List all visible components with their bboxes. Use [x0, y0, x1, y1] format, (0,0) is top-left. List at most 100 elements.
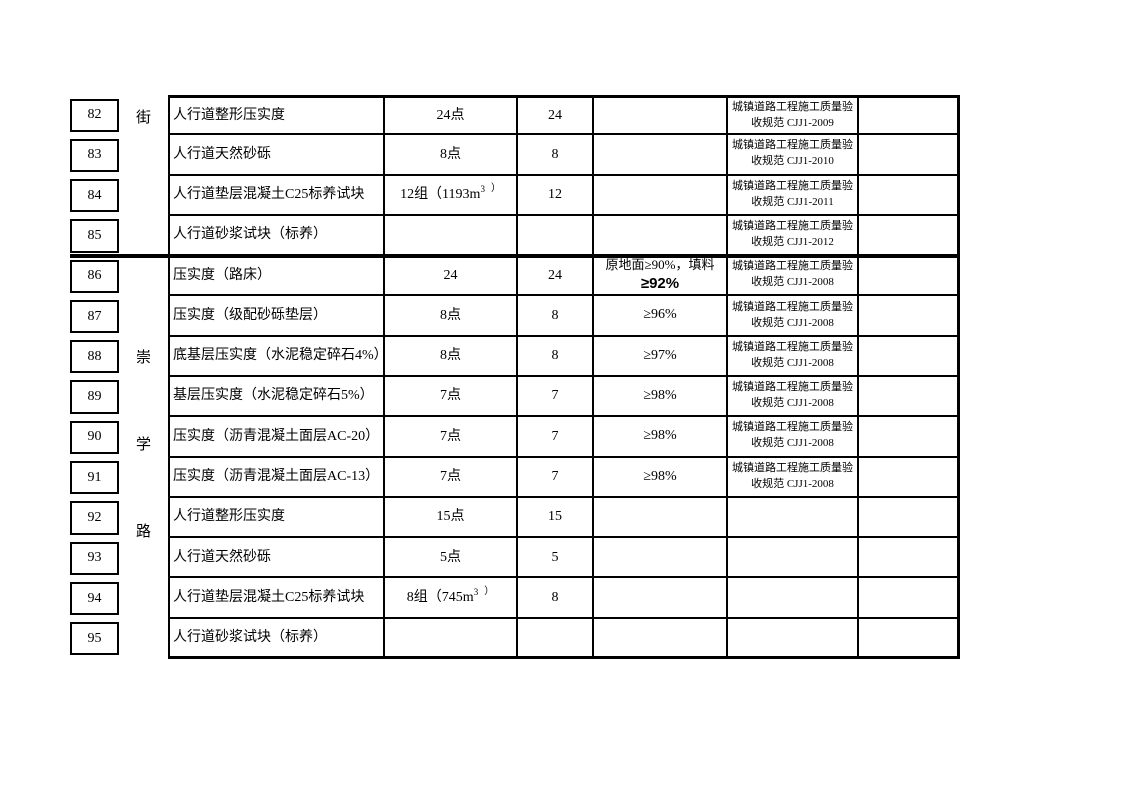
standard-cell: 城镇道路工程施工质量验 收规范 CJJ1-2008: [728, 457, 859, 498]
street-name-char: 学: [135, 437, 151, 454]
requirement-cell: ≥98%: [594, 457, 728, 498]
standard-line2: 收规范 CJJ1-2008: [751, 437, 834, 450]
standard-line2: 收规范 CJJ1-2008: [751, 477, 834, 490]
row-number-cell: 95: [70, 619, 119, 659]
remarks-cell: [859, 538, 960, 579]
remarks-cell: [859, 618, 960, 659]
standard-cell: 城镇道路工程施工质量验 收规范 CJJ1-2008: [728, 256, 859, 297]
standard-line1: 城镇道路工程施工质量验: [732, 340, 853, 353]
requirement-cell: [594, 175, 728, 216]
street-name-char: 崇: [135, 350, 151, 367]
row-number-box: 91: [70, 461, 119, 495]
row-number-box: 88: [70, 340, 119, 374]
item-name-cell: 人行道天然砂砾: [170, 135, 385, 176]
row-number-cell: 94: [70, 578, 119, 618]
remarks-cell: [859, 95, 960, 136]
requirement-cell: [594, 618, 728, 659]
requirement-line1: 原地面≥90%，填料: [605, 257, 715, 273]
sample-points-cell: [385, 215, 518, 257]
item-name-cell: 底基层压实度（水泥稳定碎石4%）: [170, 336, 388, 377]
row-number-cell: 93: [70, 538, 119, 578]
row-number-box: 94: [70, 581, 119, 616]
standard-line1: 城镇道路工程施工质量验: [732, 461, 853, 474]
points-close-paren: ）: [484, 586, 495, 598]
remarks-cell: [859, 376, 960, 418]
standard-line1: 城镇道路工程施工质量验: [732, 139, 853, 152]
row-number-box: 84: [70, 179, 119, 213]
standard-line2: 收规范 CJJ1-2008: [751, 316, 834, 329]
sample-points-cell: 8点: [385, 135, 518, 176]
row-number-cell: 85: [70, 216, 119, 256]
street-name-char: 路: [135, 524, 151, 541]
item-name-cell: 人行道整形压实度: [170, 95, 385, 136]
sample-points-cell: 8点: [385, 296, 518, 337]
remarks-cell: [859, 175, 960, 216]
sample-points-cell: 5点: [385, 538, 518, 579]
row-number-cell: 88: [70, 337, 119, 377]
standard-line2: 收规范 CJJ1-2010: [751, 155, 834, 168]
remarks-cell: [859, 417, 960, 458]
count-cell: 8: [518, 336, 594, 377]
count-cell: 7: [518, 376, 594, 418]
count-cell: 24: [518, 95, 594, 136]
row-number-cell: 82: [70, 95, 119, 135]
points-text: 8组（745m: [406, 589, 474, 605]
requirement-cell: ≥97%: [594, 336, 728, 377]
count-cell: 8: [518, 135, 594, 176]
points-superscript: 3: [480, 184, 485, 195]
item-name-cell: 压实度（沥青混凝土面层AC-20）: [170, 417, 385, 458]
count-cell: [518, 618, 594, 659]
row-number-cell: 84: [70, 176, 119, 216]
points-close-paren: ）: [490, 183, 501, 195]
sample-points-cell: [385, 618, 518, 659]
requirement-cell: 原地面≥90%，填料 ≥92%: [594, 256, 728, 297]
count-cell: 15: [518, 497, 594, 539]
count-cell: 8: [518, 578, 594, 619]
standard-line1: 城镇道路工程施工质量验: [732, 300, 853, 313]
standard-line2: 收规范 CJJ1-2008: [751, 397, 834, 410]
item-name-cell: 人行道天然砂砾: [170, 538, 385, 579]
standard-line1: 城镇道路工程施工质量验: [732, 260, 853, 273]
requirement-cell: [594, 497, 728, 539]
points-superscript: 3: [473, 586, 479, 597]
row-number-box: 90: [70, 420, 119, 455]
row-number-cell: 91: [70, 458, 119, 498]
count-cell: 5: [518, 538, 594, 579]
sample-points-cell: 24: [385, 256, 518, 297]
row-number-box: 82: [70, 98, 119, 132]
standard-line2: 收规范 CJJ1-2008: [751, 276, 834, 289]
sample-points-cell: 24点: [385, 95, 518, 136]
sample-points-cell: 7点: [385, 417, 518, 458]
remarks-cell: [859, 497, 960, 539]
street-name-cell: 街: [119, 95, 170, 257]
requirement-cell: ≥98%: [594, 417, 728, 458]
standard-cell: 城镇道路工程施工质量验 收规范 CJJ1-2008: [728, 336, 859, 377]
count-cell: 24: [518, 256, 594, 297]
standard-line1: 城镇道路工程施工质量验: [732, 100, 853, 113]
count-cell: [518, 215, 594, 257]
item-name-cell: 压实度（路床）: [170, 256, 385, 297]
standard-cell: 城镇道路工程施工质量验 收规范 CJJ1-2011: [728, 175, 859, 216]
inspection-table-grid: 82 人行道整形压实度 24点 24 城镇道路工程施工质量验 收规范 CJJ1-2009 8…: [70, 95, 960, 659]
standard-cell: 城镇道路工程施工质量验 收规范 CJJ1-2008: [728, 296, 859, 337]
standard-cell: 城镇道路工程施工质量验 收规范 CJJ1-2012: [728, 215, 859, 257]
remarks-cell: [859, 135, 960, 176]
item-name-cell: 压实度（级配砂砾垫层）: [170, 296, 385, 337]
remarks-cell: [859, 457, 960, 498]
requirement-cell: [594, 95, 728, 136]
row-number-cell: 90: [70, 417, 119, 457]
standard-line1: 城镇道路工程施工质量验: [732, 179, 853, 192]
standard-line2: 收规范 CJJ1-2008: [751, 356, 834, 369]
street-name-cell: 崇学路: [119, 256, 170, 659]
requirement-cell: [594, 538, 728, 579]
standard-cell: 城镇道路工程施工质量验 收规范 CJJ1-2008: [728, 417, 859, 458]
item-name-cell: 基层压实度（水泥稳定碎石5%）: [170, 376, 385, 418]
row-number-cell: 87: [70, 296, 119, 336]
sample-points-cell: 7点: [385, 457, 518, 498]
sample-points-cell: 8点: [385, 336, 518, 377]
count-cell: 7: [518, 457, 594, 498]
count-cell: 12: [518, 175, 594, 216]
standard-line1: 城镇道路工程施工质量验: [732, 421, 853, 434]
row-number-box: 92: [70, 501, 119, 535]
